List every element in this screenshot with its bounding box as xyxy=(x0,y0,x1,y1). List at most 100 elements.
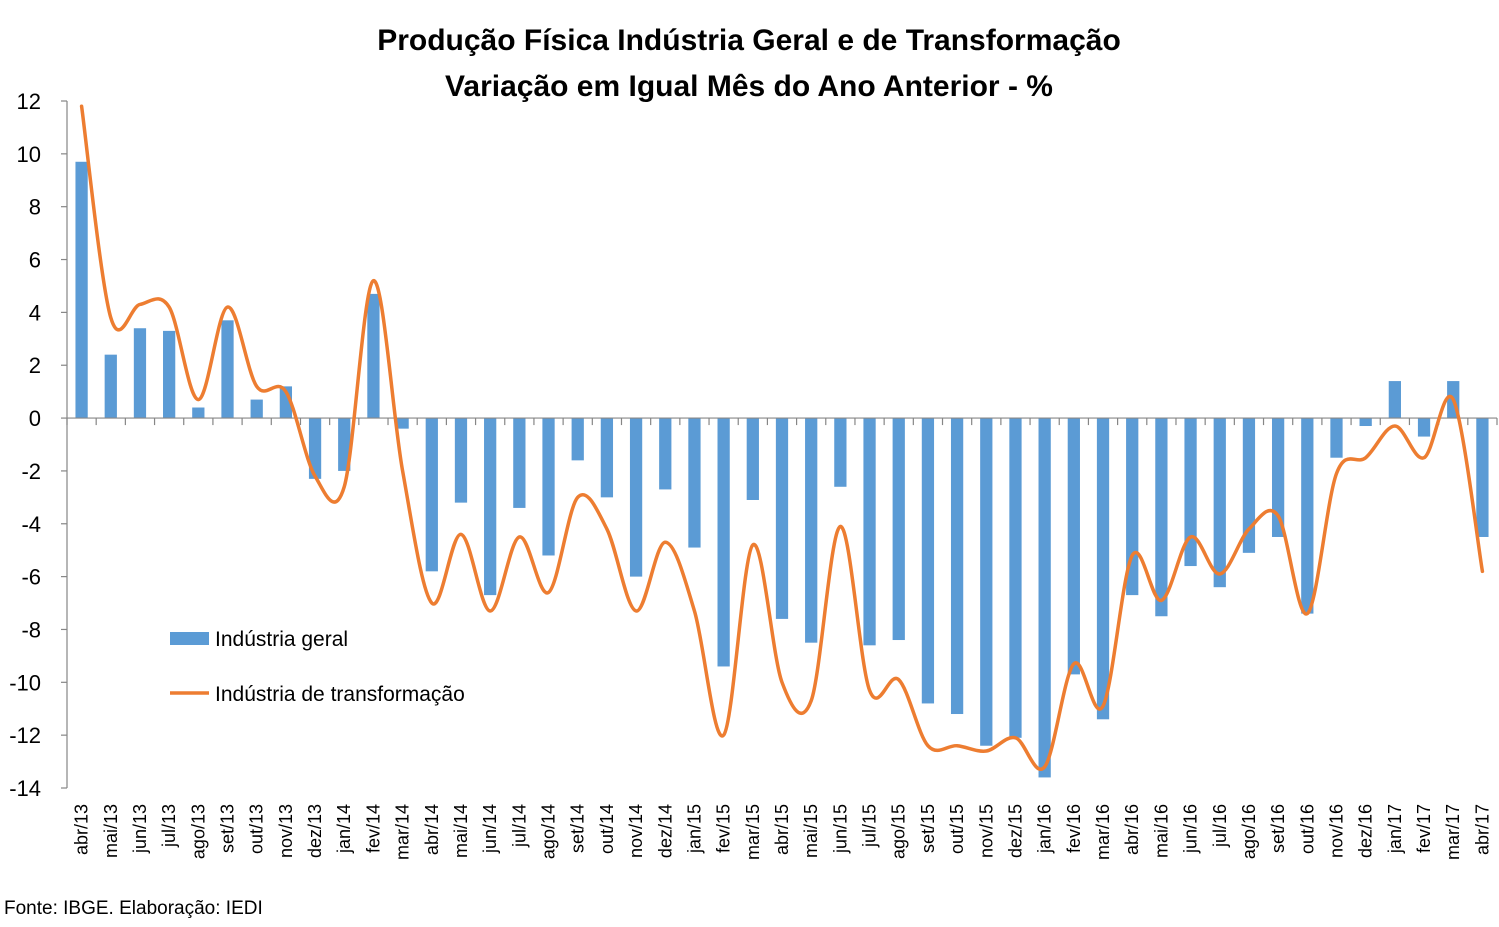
y-tick-label: 8 xyxy=(29,195,41,220)
legend-swatch-industria-geral xyxy=(170,632,209,645)
bar xyxy=(600,418,614,498)
bar xyxy=(308,418,322,479)
bar xyxy=(1038,418,1051,778)
bar xyxy=(1009,418,1022,738)
x-tick-label: jun/15 xyxy=(830,804,850,854)
bar xyxy=(659,418,672,490)
legend-label-industria-geral: Indústria geral xyxy=(215,628,348,651)
x-tick-label: dez/15 xyxy=(1005,804,1025,858)
x-tick-label: set/16 xyxy=(1268,804,1288,853)
bar xyxy=(1271,418,1285,537)
y-tick-label: 0 xyxy=(29,406,41,431)
bar xyxy=(805,418,818,643)
x-tick-label: mai/16 xyxy=(1151,804,1171,858)
bar xyxy=(950,418,964,715)
bar xyxy=(133,328,147,419)
x-tick-label: mar/17 xyxy=(1443,804,1463,860)
bar xyxy=(775,418,789,619)
x-tick-label: nov/16 xyxy=(1326,804,1346,858)
bar xyxy=(746,418,759,500)
bar xyxy=(338,418,351,471)
legend-label-industria-transformacao: Indústria de transformação xyxy=(215,683,465,706)
x-tick-label: fev/16 xyxy=(1064,804,1084,853)
bar xyxy=(1096,418,1110,720)
bar xyxy=(980,418,993,746)
x-tick-label: jun/16 xyxy=(1181,804,1201,854)
bar xyxy=(1213,418,1226,588)
bar xyxy=(396,418,409,429)
x-tick-label: mar/16 xyxy=(1093,804,1113,860)
bar xyxy=(629,418,643,577)
bar xyxy=(1155,418,1168,617)
x-tick-label: fev/17 xyxy=(1414,804,1434,853)
bar xyxy=(250,399,263,419)
x-tick-label: ago/14 xyxy=(539,804,559,859)
y-tick-label: -6 xyxy=(21,565,41,590)
bar xyxy=(75,161,88,419)
bar xyxy=(1184,418,1197,567)
legend: Indústria geral Indústria de transformaçã… xyxy=(170,628,465,706)
x-tick-label: jan/14 xyxy=(334,804,354,854)
x-tick-label: set/14 xyxy=(568,804,588,853)
bar xyxy=(921,418,935,704)
bar xyxy=(1476,418,1489,537)
x-tick-label: set/15 xyxy=(918,804,938,853)
bar-series-industria-geral xyxy=(75,161,1489,778)
x-tick-label: nov/13 xyxy=(276,804,296,858)
x-tick-label: abr/17 xyxy=(1472,804,1492,855)
x-tick-label: mar/14 xyxy=(393,804,413,860)
bar xyxy=(892,418,905,641)
y-tick-label: -12 xyxy=(9,723,41,748)
series-line xyxy=(79,104,1485,771)
x-tick-label: dez/13 xyxy=(305,804,325,858)
x-tick-label: jul/15 xyxy=(860,804,880,848)
bar xyxy=(425,418,438,572)
bar xyxy=(688,418,701,548)
y-tick-label: -2 xyxy=(21,459,41,484)
chart-subtitle: Variação em Igual Mês do Ano Anterior - … xyxy=(445,70,1053,103)
y-tick-label: -8 xyxy=(21,617,41,642)
x-tick-label: fev/14 xyxy=(363,804,383,853)
bar xyxy=(1242,418,1256,553)
y-tick-label: 4 xyxy=(29,300,41,325)
bar xyxy=(542,418,555,556)
x-tick-label: out/13 xyxy=(247,804,267,854)
bar xyxy=(1388,381,1401,419)
x-tick-label: jan/15 xyxy=(684,804,704,854)
x-tick-label: abr/14 xyxy=(422,804,442,855)
x-tick-label: nov/15 xyxy=(976,804,996,858)
bar xyxy=(863,418,876,646)
x-tick-label: nov/14 xyxy=(626,804,646,858)
x-tick-label: out/15 xyxy=(947,804,967,854)
x-tick-label: out/16 xyxy=(1297,804,1317,854)
bar xyxy=(367,293,380,419)
x-tick-label: mai/13 xyxy=(101,804,121,858)
x-axis-labels: abr/13 mai/13 jun/13 jul/13 ago/13 set/13 out/… xyxy=(72,804,1493,860)
bar xyxy=(221,320,234,419)
x-tick-label: jan/16 xyxy=(1035,804,1055,854)
x-tick-label: mar/15 xyxy=(743,804,763,860)
bar xyxy=(192,407,205,419)
x-tick-label: ago/16 xyxy=(1239,804,1259,859)
x-tick-label: fev/15 xyxy=(714,804,734,853)
bar xyxy=(571,418,584,461)
y-tick-label: -10 xyxy=(9,670,41,695)
y-tick-label: 10 xyxy=(17,142,41,167)
bar xyxy=(1067,418,1080,675)
bar xyxy=(1359,418,1372,427)
x-tick-label: dez/14 xyxy=(655,804,675,858)
x-tick-label: jun/13 xyxy=(130,804,150,854)
x-tick-label: abr/13 xyxy=(72,804,92,855)
chart: Produção Física Indústria Geral e de Tra… xyxy=(9,24,1498,860)
bar xyxy=(513,418,526,508)
x-tick-label: set/13 xyxy=(218,804,238,853)
bar xyxy=(484,418,497,596)
y-tick-label: -14 xyxy=(9,776,41,801)
bar xyxy=(1301,418,1314,614)
y-tick-label: 2 xyxy=(29,353,41,378)
x-tick-label: jul/16 xyxy=(1210,804,1230,848)
bar xyxy=(1417,418,1431,437)
x-tick-label: abr/15 xyxy=(772,804,792,855)
y-tick-label: 12 xyxy=(17,89,41,114)
chart-title: Produção Física Indústria Geral e de Tra… xyxy=(377,24,1121,57)
